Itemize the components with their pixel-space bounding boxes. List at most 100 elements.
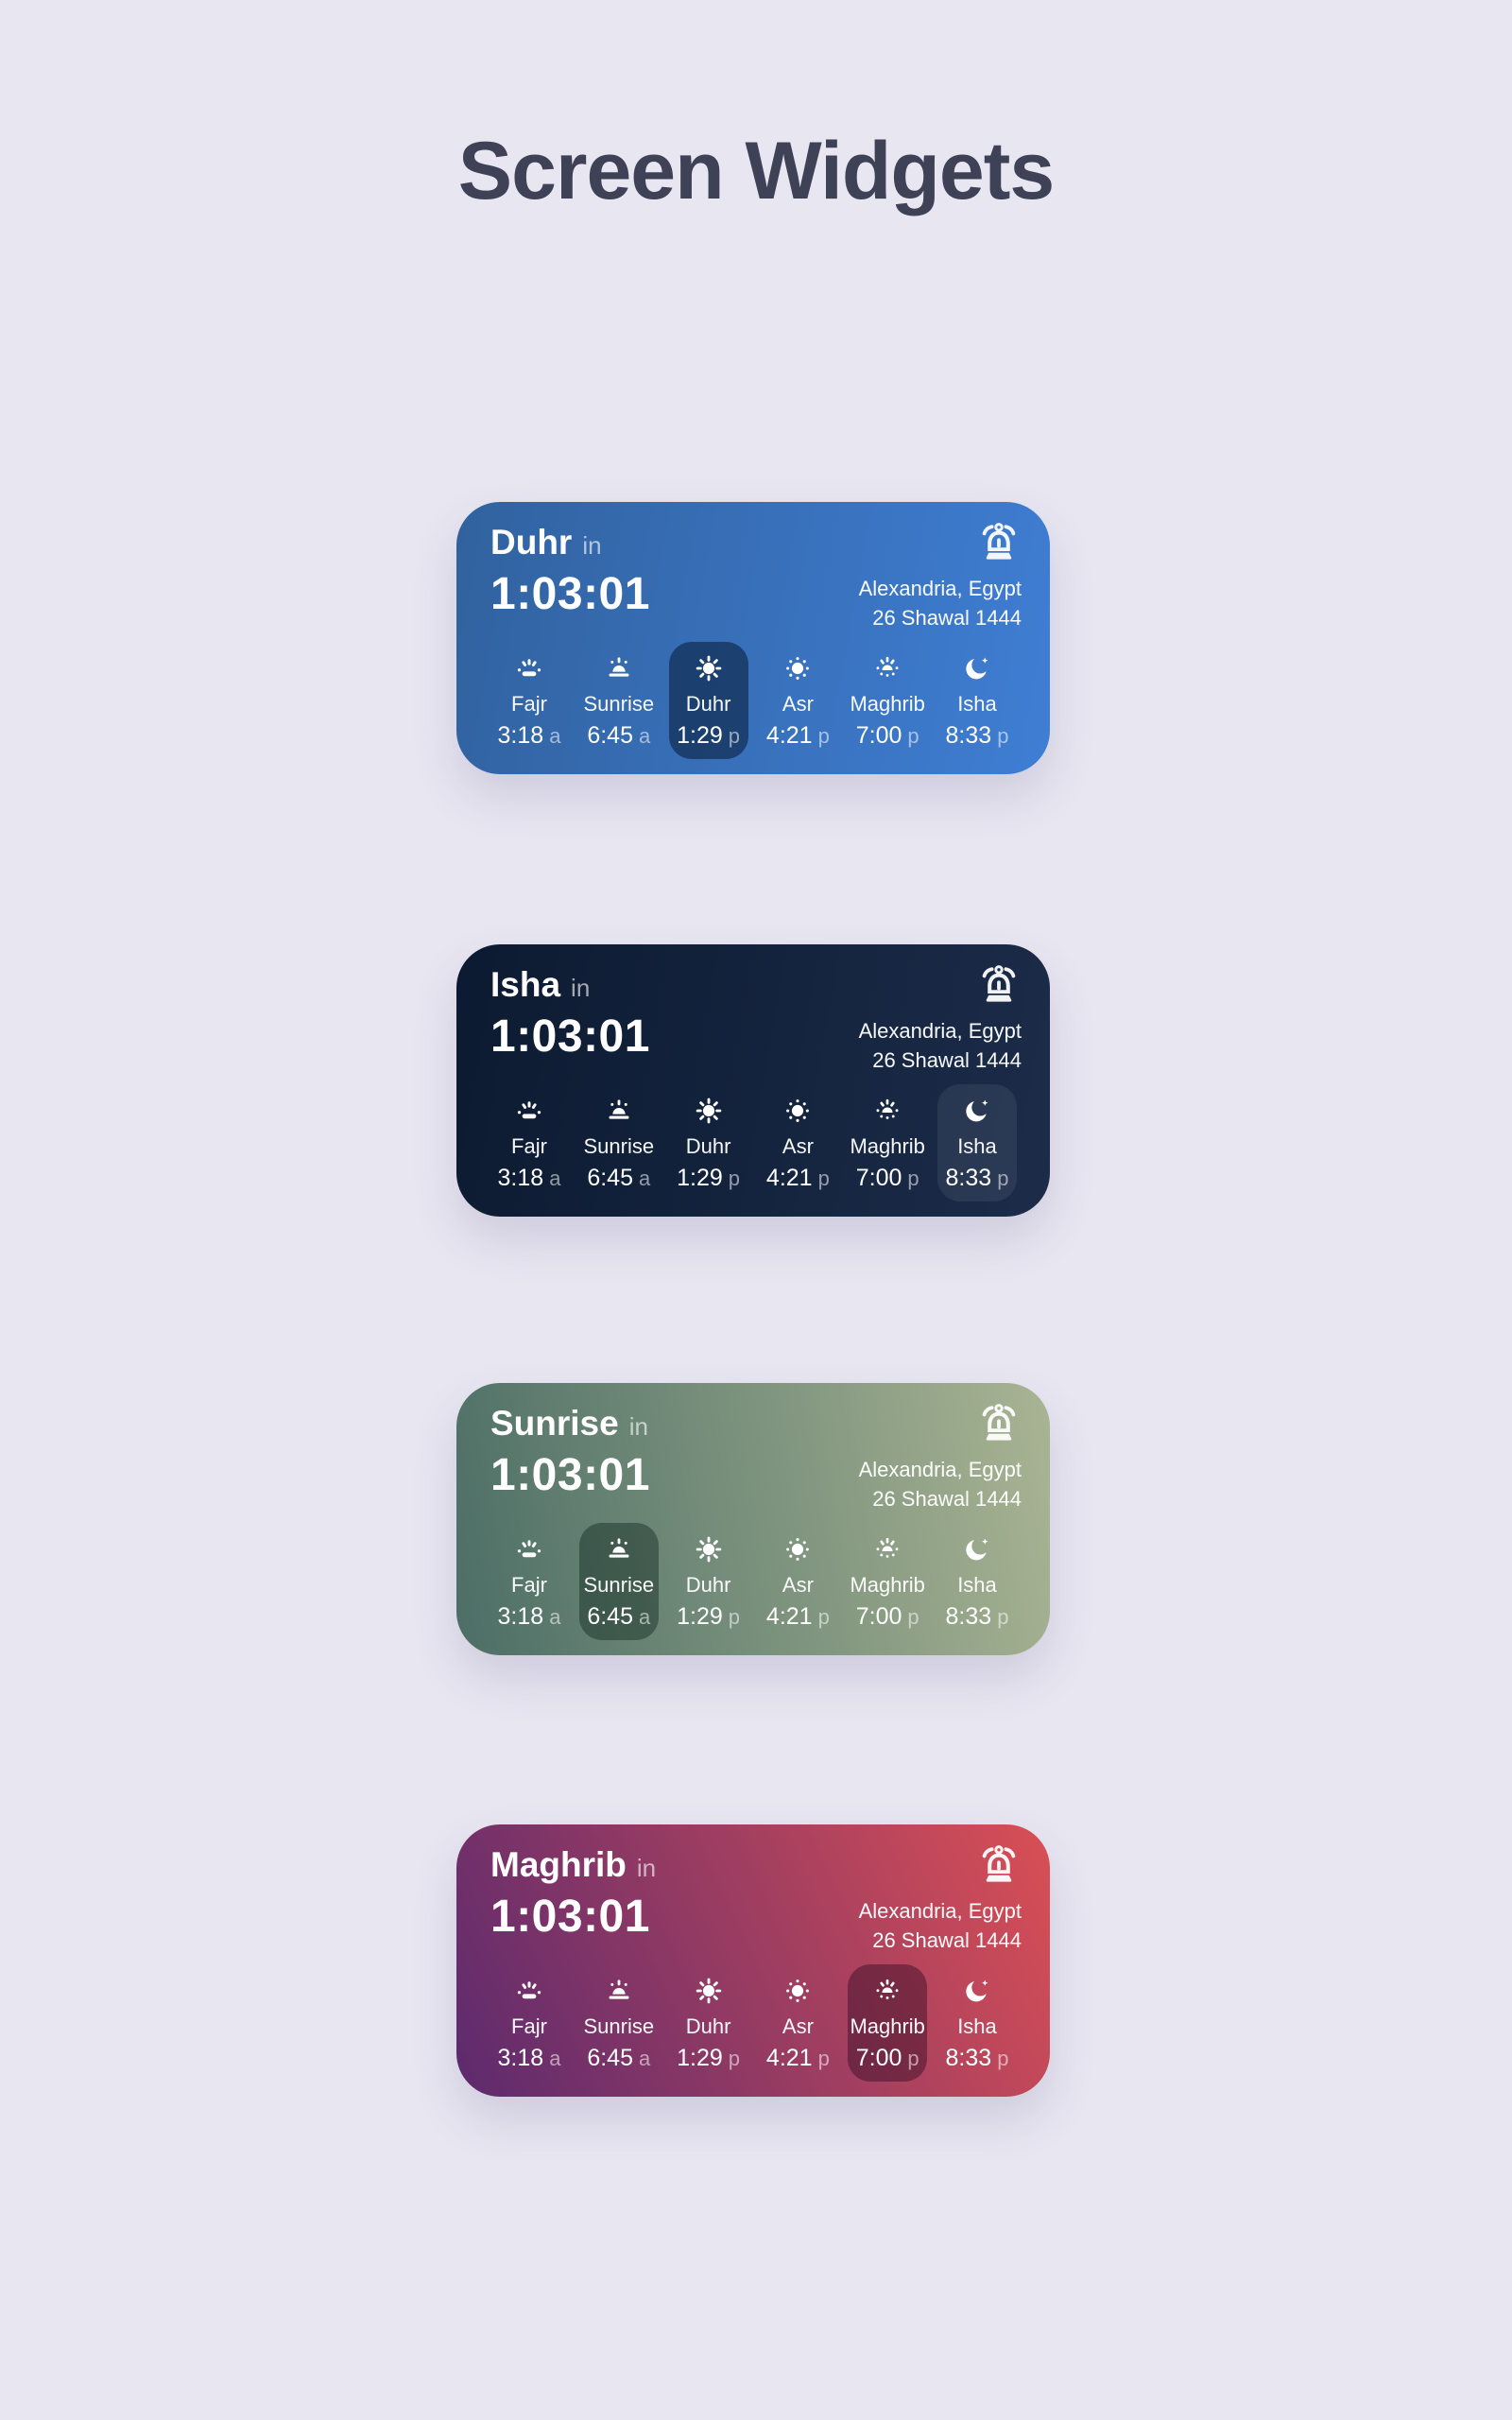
prayer-time-value: 4:21 p	[766, 1165, 830, 1192]
countdown-timer: 1:03:01	[490, 1891, 650, 1942]
fajr-dawn-icon	[513, 1533, 545, 1565]
isha-moon-icon	[961, 1533, 993, 1565]
prayer-widget-duhr[interactable]: Duhr in 1:03:01 Alexandria, Egypt 26 Sha…	[456, 502, 1050, 774]
sunrise-icon	[603, 1533, 635, 1565]
next-prayer-line: Sunrise in	[490, 1404, 650, 1444]
sunrise-icon	[603, 1095, 635, 1127]
prayer-time-value: 4:21 p	[766, 2045, 830, 2072]
meridiem-suffix: a	[549, 2046, 561, 2070]
in-label: in	[582, 531, 602, 560]
meridiem-suffix: a	[549, 1604, 561, 1629]
asr-sun-icon	[782, 652, 814, 684]
prayer-name-label: Duhr	[685, 691, 731, 716]
meridiem-suffix: p	[728, 2046, 741, 2070]
location-label: Alexandria, Egypt	[858, 1019, 1022, 1043]
prayer-cell-isha: Isha 8:33 p	[937, 1523, 1017, 1640]
next-prayer-name: Maghrib	[490, 1845, 627, 1884]
fajr-dawn-icon	[513, 1095, 545, 1127]
meridiem-suffix: p	[907, 723, 919, 748]
prayer-time-value: 1:29 p	[677, 2045, 740, 2072]
meridiem-suffix: p	[907, 1604, 919, 1629]
location-label: Alexandria, Egypt	[858, 1899, 1022, 1923]
maghrib-sunset-icon	[871, 1095, 903, 1127]
hijri-date-label: 26 Shawal 1444	[872, 1048, 1022, 1072]
alarm-bell-icon[interactable]	[976, 963, 1022, 1009]
time-text: 6:45	[587, 721, 633, 749]
time-text: 1:29	[677, 2044, 723, 2071]
meridiem-suffix: a	[639, 2046, 651, 2070]
prayer-time-value: 3:18 a	[498, 722, 561, 750]
prayer-name-label: Maghrib	[850, 691, 925, 716]
prayer-times-row: Fajr 3:18 a Sunrise 6:45 a Duhr 1:29 p Asr 4:21 p Ma…	[490, 1523, 1017, 1640]
prayer-time-value: 4:21 p	[766, 1603, 830, 1631]
next-prayer-name: Duhr	[490, 523, 573, 562]
time-text: 1:29	[677, 721, 723, 749]
prayer-cell-duhr: Duhr 1:29 p	[669, 1084, 748, 1201]
prayer-cell-maghrib: Maghrib 7:00 p	[848, 642, 927, 759]
prayer-name-label: Maghrib	[850, 1572, 925, 1597]
prayer-cell-sunrise: Sunrise 6:45 a	[579, 1084, 659, 1201]
prayer-name-label: Asr	[782, 691, 814, 716]
alarm-bell-icon[interactable]	[976, 1843, 1022, 1889]
meridiem-suffix: p	[817, 723, 830, 748]
prayer-name-label: Isha	[957, 1572, 997, 1597]
time-text: 3:18	[497, 1164, 544, 1191]
prayer-time-value: 7:00 p	[856, 722, 919, 750]
prayer-time-value: 8:33 p	[946, 1165, 1009, 1192]
duhr-sun-icon	[693, 1095, 725, 1127]
prayer-time-value: 6:45 a	[587, 722, 650, 750]
prayer-name-label: Fajr	[511, 691, 547, 716]
prayer-name-label: Sunrise	[583, 1572, 655, 1597]
time-text: 8:33	[945, 2044, 992, 2071]
asr-sun-icon	[782, 1095, 814, 1127]
asr-sun-icon	[782, 1975, 814, 2007]
prayer-cell-asr: Asr 4:21 p	[758, 1084, 837, 1201]
in-label: in	[628, 1412, 648, 1441]
duhr-sun-icon	[693, 1533, 725, 1565]
meridiem-suffix: a	[639, 723, 651, 748]
prayer-cell-fajr: Fajr 3:18 a	[490, 642, 569, 759]
time-text: 8:33	[945, 1164, 992, 1191]
prayer-name-label: Asr	[782, 1572, 814, 1597]
countdown-timer: 1:03:01	[490, 1449, 650, 1500]
meridiem-suffix: p	[997, 1604, 1009, 1629]
countdown-block: Isha in 1:03:01	[490, 965, 650, 1063]
prayer-time-value: 3:18 a	[498, 2045, 561, 2072]
location-label: Alexandria, Egypt	[858, 1458, 1022, 1481]
widget-header: Isha in 1:03:01 Alexandria, Egypt 26 Sha…	[456, 944, 1050, 1075]
fajr-dawn-icon	[513, 1975, 545, 2007]
alarm-bell-icon[interactable]	[976, 1402, 1022, 1447]
hijri-date-label: 26 Shawal 1444	[872, 1928, 1022, 1952]
countdown-block: Sunrise in 1:03:01	[490, 1404, 650, 1501]
time-text: 8:33	[945, 721, 992, 749]
meridiem-suffix: a	[639, 1166, 651, 1190]
prayer-times-row: Fajr 3:18 a Sunrise 6:45 a Duhr 1:29 p Asr 4:21 p Ma…	[490, 1964, 1017, 2082]
info-block: Alexandria, Egypt 26 Shawal 1444	[859, 523, 1022, 632]
prayer-cell-maghrib: Maghrib 7:00 p	[848, 1523, 927, 1640]
prayer-time-value: 8:33 p	[946, 2045, 1009, 2072]
hijri-date-label: 26 Shawal 1444	[872, 1487, 1022, 1511]
duhr-sun-icon	[693, 1975, 725, 2007]
hijri-date-label: 26 Shawal 1444	[872, 606, 1022, 630]
next-prayer-line: Maghrib in	[490, 1845, 656, 1886]
time-text: 6:45	[587, 2044, 633, 2071]
widget-header: Maghrib in 1:03:01 Alexandria, Egypt 26 …	[456, 1824, 1050, 1955]
meridiem-suffix: p	[997, 723, 1009, 748]
next-prayer-name: Isha	[490, 965, 561, 1004]
prayer-name-label: Sunrise	[583, 691, 655, 716]
time-text: 4:21	[765, 1164, 813, 1191]
isha-moon-icon	[961, 1975, 993, 2007]
info-block: Alexandria, Egypt 26 Shawal 1444	[859, 965, 1022, 1075]
time-text: 6:45	[587, 1164, 633, 1191]
time-text: 3:18	[497, 2044, 544, 2071]
prayer-cell-sunrise: Sunrise 6:45 a	[579, 1964, 659, 2082]
prayer-widget-isha[interactable]: Isha in 1:03:01 Alexandria, Egypt 26 Sha…	[456, 944, 1050, 1217]
prayer-widget-maghrib[interactable]: Maghrib in 1:03:01 Alexandria, Egypt 26 …	[456, 1824, 1050, 2097]
meridiem-suffix: a	[639, 1604, 651, 1629]
fajr-dawn-icon	[513, 652, 545, 684]
prayer-times-row: Fajr 3:18 a Sunrise 6:45 a Duhr 1:29 p Asr 4:21 p Ma…	[490, 1084, 1017, 1201]
maghrib-sunset-icon	[871, 1533, 903, 1565]
alarm-bell-icon[interactable]	[976, 521, 1022, 566]
prayer-time-value: 6:45 a	[587, 1603, 650, 1631]
prayer-widget-sunrise[interactable]: Sunrise in 1:03:01 Alexandria, Egypt 26 …	[456, 1383, 1050, 1655]
